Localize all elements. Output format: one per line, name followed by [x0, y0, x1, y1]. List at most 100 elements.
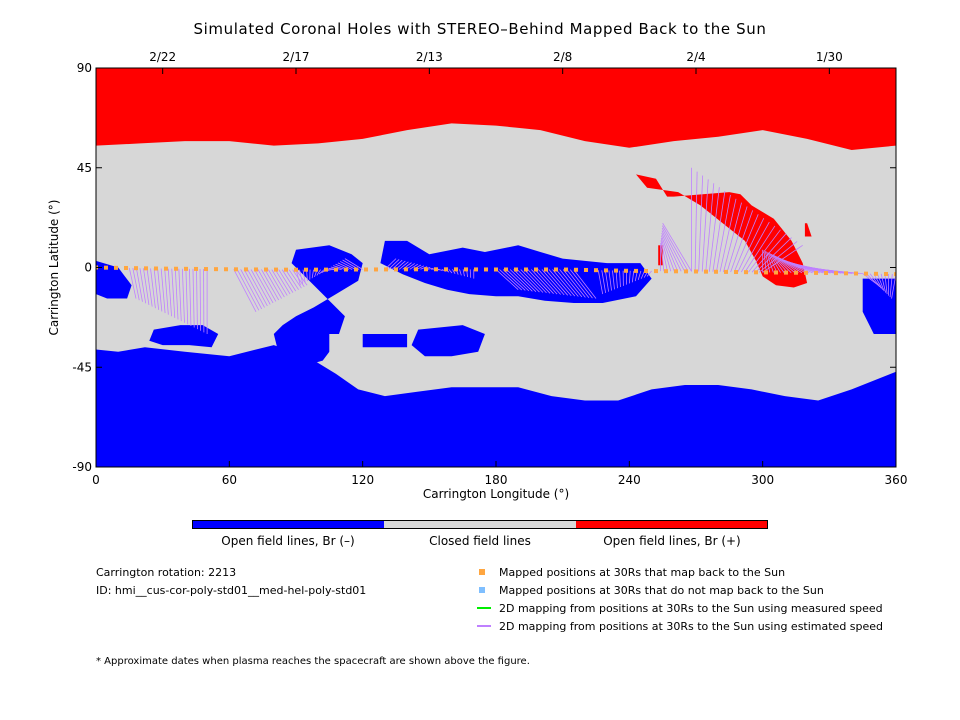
estimated-mapping-line — [573, 269, 597, 299]
estimated-mapping-line — [566, 269, 590, 298]
orange-square-icon — [479, 569, 485, 575]
estimated-mapping-line — [316, 269, 321, 276]
mapped-position-marker — [194, 266, 198, 271]
map-layer — [96, 68, 896, 467]
estimated-mapping-line — [509, 269, 533, 292]
estimated-mapping-line — [160, 268, 166, 314]
footnote: * Approximate dates when plasma reaches … — [96, 656, 530, 667]
estimated-mapping-line — [420, 266, 428, 270]
estimated-mapping-line — [181, 268, 185, 323]
mapped-positions — [96, 265, 896, 277]
estimated-mapping-line — [288, 269, 302, 289]
estimated-mapping-line — [513, 269, 537, 292]
mapped-position-marker — [794, 270, 798, 275]
estimated-mapping-line — [462, 269, 465, 277]
estimated-mapping-line — [615, 270, 618, 289]
estimated-mapping-line — [153, 268, 160, 310]
y-tick-label: -45 — [72, 360, 92, 374]
estimated-mapping-line — [281, 269, 297, 292]
estimated-mapping-line — [744, 225, 776, 273]
estimated-mapping-line — [178, 268, 182, 322]
negative-coronal-hole — [862, 278, 896, 334]
mapped-position-marker — [644, 268, 648, 273]
estimated-mapping-line — [767, 252, 778, 273]
mapped-position-marker — [234, 267, 238, 272]
mapped-position-marker — [724, 269, 728, 274]
top-date-label: 1/30 — [816, 50, 843, 64]
estimated-mapping-line — [716, 194, 731, 272]
x-tick-label: 120 — [351, 473, 374, 487]
x-tick-label: 0 — [92, 473, 100, 487]
mapped-position-marker — [264, 267, 268, 272]
estimated-mapping-line — [495, 269, 519, 290]
mapped-position-marker — [584, 267, 588, 272]
estimated-mapping-line — [240, 269, 263, 310]
estimated-mapping-line — [295, 269, 301, 286]
legend-label: Mapped positions at 30Rs that do not map… — [499, 584, 824, 597]
closed-field-island — [567, 316, 599, 339]
estimated-mapping-line — [694, 171, 698, 272]
mapped-position-marker — [104, 265, 108, 270]
estimated-mapping-line — [333, 265, 346, 270]
closed-field-island — [329, 334, 350, 357]
estimated-mapping-line — [146, 268, 153, 307]
mapped-position-marker — [754, 270, 758, 275]
y-tick-label: 45 — [77, 161, 92, 175]
estimated-mapping-line — [189, 268, 192, 326]
mapped-position-marker — [224, 267, 228, 272]
mapped-position-marker — [374, 267, 378, 272]
estimated-mapping-line — [737, 218, 765, 273]
estimated-mapping-line — [608, 270, 612, 291]
mapped-position-marker — [464, 267, 468, 272]
estimated-mapping-line — [243, 269, 265, 308]
colorbar-closed — [384, 521, 576, 528]
estimated-mapping-line — [261, 269, 280, 301]
mapped-position-marker — [604, 268, 608, 273]
mapped-position-marker — [504, 267, 508, 272]
positive-coronal-hole — [804, 223, 812, 237]
mapped-position-marker — [694, 269, 698, 274]
estimated-mapping-line — [555, 269, 579, 297]
estimated-mapping-line — [548, 269, 572, 296]
estimated-mapping-line — [661, 235, 675, 272]
estimated-mapping-line — [662, 222, 692, 272]
estimated-mapping-line — [143, 268, 150, 306]
estimated-mapping-line — [236, 269, 260, 311]
mapped-position-marker — [874, 271, 878, 276]
mapped-position-marker — [764, 270, 768, 275]
purple-line-icon — [477, 625, 491, 627]
y-tick-label: -90 — [72, 460, 92, 474]
mapped-position-marker — [134, 266, 138, 271]
estimated-mapping-line — [452, 269, 456, 275]
estimated-mapping-line — [340, 261, 356, 270]
estimated-mapping-line — [150, 268, 156, 309]
estimated-mapping-line — [740, 221, 770, 273]
mapped-position-marker — [674, 269, 678, 274]
mapped-position-marker — [424, 267, 428, 272]
estimated-mapping-line — [254, 269, 274, 304]
estimated-mapping-line — [132, 268, 140, 301]
estimated-mapping-line — [516, 269, 540, 293]
estimated-mapping-line — [534, 269, 558, 295]
estimated-mapping-line — [726, 206, 748, 273]
mapped-position-marker — [884, 271, 888, 276]
mapped-position-marker — [484, 267, 488, 272]
estimated-mapping-line — [538, 269, 561, 295]
mapped-position-marker — [304, 267, 308, 272]
mapped-position-marker — [254, 267, 258, 272]
x-tick-label: 60 — [222, 473, 237, 487]
estimated-mapping-line — [545, 269, 569, 296]
mapped-position-marker — [574, 267, 578, 272]
estimated-mapping-line — [764, 250, 771, 273]
estimated-mapping-line — [559, 269, 583, 298]
estimated-mapping-line — [646, 270, 652, 277]
estimated-mapping-line — [520, 269, 544, 293]
estimated-mapping-line — [257, 269, 277, 302]
estimated-mapping-line — [499, 269, 523, 291]
lightblue-square-icon — [479, 587, 485, 593]
mapped-position-marker — [834, 271, 838, 276]
estimated-mapping-line — [157, 268, 163, 312]
top-date-label: 2/4 — [686, 50, 705, 64]
negative-coronal-hole — [96, 345, 896, 467]
estimated-mapping-line — [388, 259, 400, 270]
